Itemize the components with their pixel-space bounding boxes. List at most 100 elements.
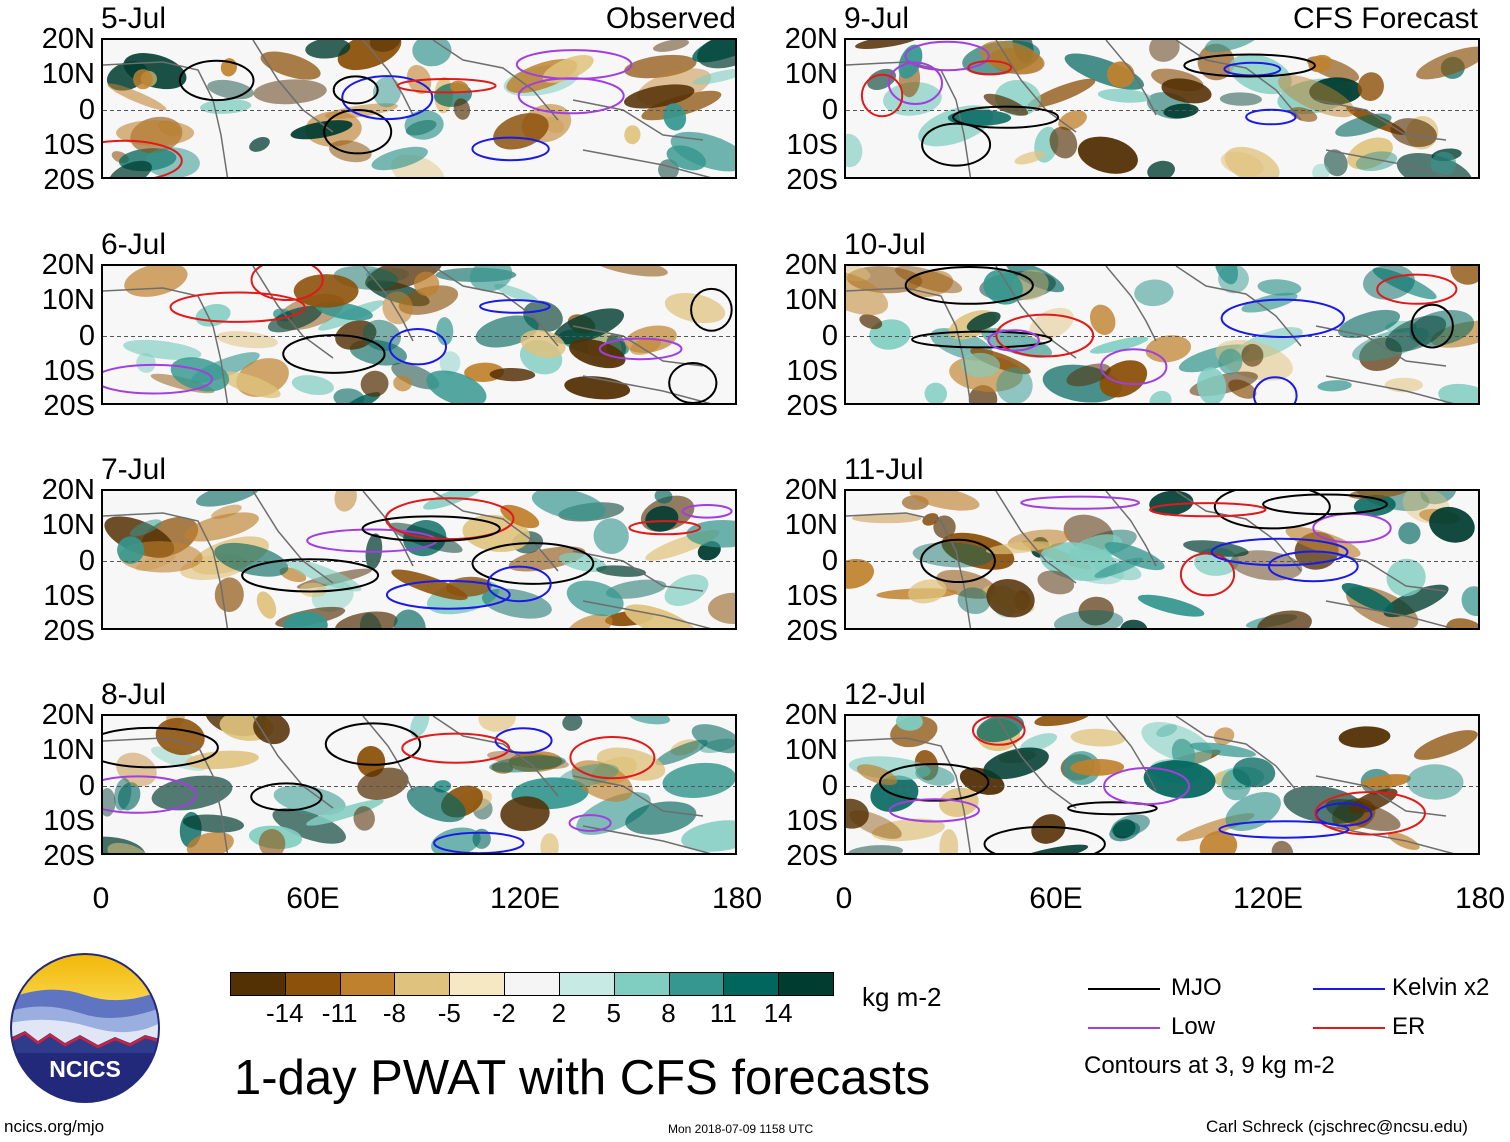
- colorbar-swatch: [668, 972, 725, 996]
- pwat-anomaly-blob: [267, 305, 323, 333]
- pwat-anomaly-blob: [272, 808, 346, 844]
- legend-low-label: Low: [1171, 1013, 1216, 1040]
- pwat-anomaly-blob: [359, 612, 383, 628]
- x-tick-label: 60E: [286, 882, 340, 915]
- pwat-anomaly-blob: [450, 80, 469, 94]
- pwat-anomaly-blob: [1147, 160, 1175, 177]
- pwat-anomaly-blob: [170, 357, 230, 392]
- wave-contour: [1149, 502, 1267, 518]
- wave-contour: [878, 763, 990, 802]
- pwat-anomaly-blob: [334, 611, 398, 628]
- pwat-anomaly-blob: [1312, 163, 1330, 177]
- wave-contour: [628, 520, 702, 536]
- pwat-anomaly-blob: [947, 109, 1012, 126]
- pwat-field: [103, 266, 735, 403]
- pwat-anomaly-blob: [124, 266, 188, 297]
- pwat-anomaly-blob: [846, 559, 875, 589]
- pwat-anomaly-blob: [1224, 146, 1280, 177]
- pwat-anomaly-blob: [645, 505, 679, 532]
- coastline: [103, 40, 711, 177]
- y-tick-label: 20S: [786, 164, 838, 196]
- pwat-anomaly-blob: [1049, 126, 1078, 159]
- map-panel: [844, 264, 1480, 405]
- y-tick-label: 10S: [786, 804, 838, 837]
- pwat-anomaly-blob: [1106, 61, 1135, 88]
- pwat-anomaly-blob: [360, 370, 389, 397]
- pwat-anomaly-blob: [353, 806, 375, 831]
- pwat-anomaly-blob: [623, 84, 695, 109]
- wave-contour: [1213, 491, 1331, 530]
- y-tick-label: 20N: [41, 23, 95, 55]
- pwat-anomaly-blob: [848, 845, 904, 853]
- x-tick-label: 0: [92, 882, 110, 915]
- pwat-anomaly-blob: [214, 577, 244, 612]
- pwat-anomaly-blob: [1009, 844, 1089, 853]
- wave-contour: [178, 59, 255, 102]
- pwat-anomaly-blob: [686, 520, 735, 548]
- colorbar-swatch: [613, 972, 670, 996]
- pwat-anomaly-blob: [481, 588, 552, 619]
- wave-contour: [911, 330, 1053, 349]
- colorbar-swatch: [723, 972, 780, 996]
- pwat-anomaly-blob: [1149, 390, 1172, 403]
- pwat-anomaly-blob: [291, 375, 334, 396]
- pwat-anomaly-blob: [653, 40, 689, 52]
- pwat-anomaly-blob: [469, 266, 513, 292]
- wave-contour: [1220, 298, 1345, 338]
- wave-contour: [396, 78, 497, 94]
- pwat-anomaly-blob: [1197, 367, 1227, 403]
- legend-kelvin-label: Kelvin x2: [1392, 974, 1490, 1001]
- coastline: [846, 716, 1454, 853]
- y-tick-label: 20N: [784, 474, 838, 506]
- pwat-anomaly-blob: [1034, 716, 1091, 727]
- legend-low-line: [1088, 1027, 1160, 1029]
- colorbar-swatch: [449, 972, 506, 996]
- pwat-anomaly-blob: [129, 519, 162, 537]
- pwat-anomaly-blob: [293, 274, 359, 308]
- pwat-anomaly-blob: [855, 40, 920, 49]
- panel-date-label: 12-Jul: [844, 678, 926, 711]
- wave-contour: [401, 732, 511, 764]
- pwat-anomaly-blob: [1385, 315, 1447, 352]
- pwat-anomaly-blob: [1149, 40, 1180, 62]
- pwat-anomaly-blob: [1068, 534, 1123, 565]
- wave-contour: [1376, 273, 1458, 305]
- wave-contour: [1020, 495, 1141, 510]
- pwat-anomaly-blob: [1338, 726, 1391, 748]
- pwat-anomaly-blob: [1363, 266, 1415, 300]
- y-tick-label: 10N: [784, 734, 838, 767]
- pwat-anomaly-blob: [1257, 610, 1312, 628]
- pwat-anomaly-blob: [426, 370, 487, 403]
- pwat-anomaly-blob: [567, 614, 613, 628]
- pwat-anomaly-blob: [846, 270, 889, 316]
- pwat-anomaly-blob: [136, 352, 156, 373]
- pwat-anomaly-blob: [116, 752, 157, 787]
- coastline: [846, 40, 1454, 177]
- pwat-anomaly-blob: [846, 133, 863, 168]
- pwat-anomaly-blob: [670, 131, 735, 172]
- pwat-anomaly-blob: [117, 536, 145, 564]
- pwat-anomaly-blob: [393, 609, 426, 628]
- pwat-anomaly-blob: [1271, 840, 1294, 853]
- pwat-anomaly-blob: [664, 292, 726, 324]
- pwat-anomaly-blob: [1099, 360, 1148, 398]
- pwat-anomaly-blob: [500, 796, 550, 832]
- pwat-anomaly-blob: [1355, 151, 1398, 172]
- pwat-anomaly-blob: [1199, 830, 1238, 853]
- pwat-anomaly-blob: [1145, 335, 1192, 363]
- wave-contour: [282, 334, 386, 374]
- pwat-anomaly-blob: [1357, 72, 1384, 101]
- y-tick-label: 0: [821, 319, 838, 352]
- pwat-anomaly-blob: [629, 716, 671, 725]
- y-tick-label: 0: [821, 93, 838, 126]
- pwat-anomaly-blob: [1066, 363, 1111, 387]
- pwat-field: [846, 266, 1478, 403]
- wave-contour: [486, 565, 552, 603]
- colorbar-swatch: [558, 972, 615, 996]
- y-tick-label: 20N: [41, 249, 95, 281]
- coastline: [103, 716, 711, 853]
- wave-contour: [987, 329, 1040, 352]
- colorbar-swatch: [284, 972, 341, 996]
- pwat-anomaly-blob: [328, 140, 372, 163]
- pwat-anomaly-blob: [624, 54, 697, 79]
